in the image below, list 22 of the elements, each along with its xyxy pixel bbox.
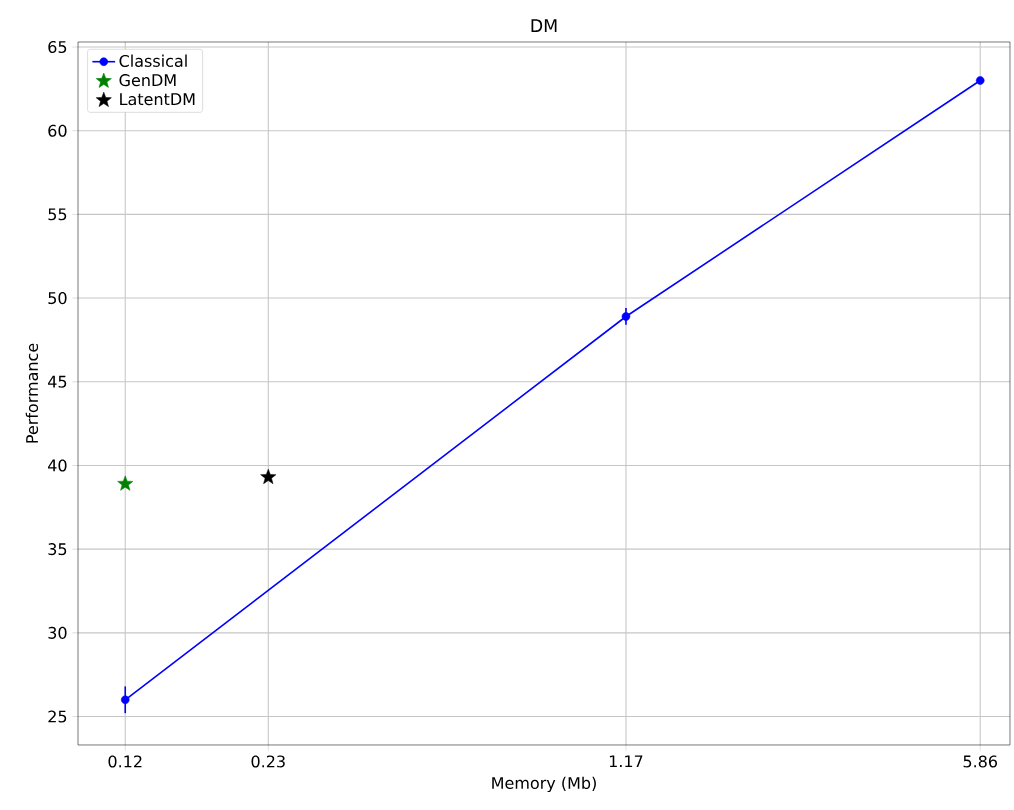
legend-label: GenDM [119,74,176,87]
y-tick-label: 30 [48,626,67,639]
x-tick-label: 0.12 [108,755,142,768]
y-axis-title: Performance [25,343,39,443]
y-tick-label: 25 [48,710,67,723]
point [120,695,130,705]
x-tick-label: 0.23 [251,755,285,768]
y-tick-label: 65 [48,40,67,54]
y-tick-label: 40 [48,459,67,472]
point [975,76,985,85]
x-tick-label: 5.86 [963,755,998,768]
legend-label: Classical [119,54,187,67]
legend-label: LatentDM [120,93,195,106]
point [117,475,134,491]
y-tick-label: 55 [48,208,67,221]
y-tick-label: 35 [48,543,67,556]
x-tick-label: 1.17 [609,755,643,768]
x-axis-title: Memory (Mb) [492,776,596,793]
y-tick-label: 45 [48,375,67,388]
y-tick-label: 60 [48,124,67,137]
y-tick-label: 50 [48,292,67,305]
chart-title: DM [531,19,557,32]
